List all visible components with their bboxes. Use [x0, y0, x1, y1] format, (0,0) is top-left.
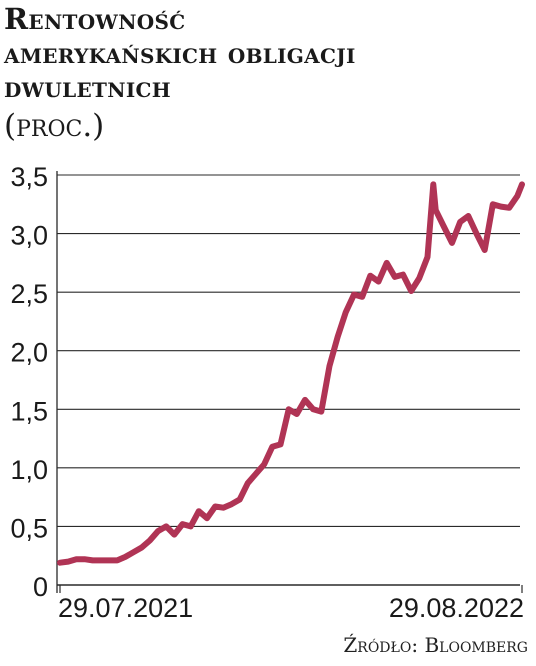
data-point	[408, 288, 414, 294]
data-point	[220, 505, 226, 511]
data-point	[416, 275, 422, 281]
data-point	[147, 537, 153, 544]
data-point	[384, 260, 390, 266]
data-point	[130, 549, 137, 555]
y-tick-label: 1,5	[10, 396, 48, 426]
source-label: Źródło: Bloomberg	[343, 633, 528, 657]
data-point	[449, 240, 455, 246]
title-line-3: dwuletnich	[4, 70, 171, 104]
data-point	[490, 201, 496, 207]
data-point	[73, 556, 79, 562]
data-point	[465, 213, 471, 219]
y-tick-label: 2,5	[10, 279, 48, 309]
data-point	[139, 544, 145, 551]
data-point	[171, 532, 177, 538]
data-point	[204, 515, 210, 521]
data-point	[359, 294, 365, 300]
data-point	[114, 557, 120, 564]
data-point	[98, 557, 104, 564]
data-point	[228, 501, 235, 507]
data-point	[326, 363, 333, 369]
title-line-2: amerykańskich obligacji	[4, 36, 356, 70]
data-point	[106, 557, 112, 564]
data-point	[482, 247, 488, 253]
data-point	[57, 560, 63, 566]
y-tick-label: 0,5	[10, 513, 48, 543]
data-point	[424, 254, 431, 260]
data-point	[519, 181, 525, 187]
data-point	[245, 480, 251, 486]
data-point	[294, 411, 300, 417]
data-point	[286, 406, 292, 412]
data-point	[343, 309, 349, 315]
data-point	[367, 273, 373, 279]
chart-title: Rentowność amerykańskich obligacji dwule…	[4, 2, 532, 104]
data-point	[212, 503, 218, 510]
data-point	[400, 272, 406, 278]
y-tick-label: 3,5	[10, 162, 48, 192]
y-tick-label: 0	[33, 572, 48, 602]
data-point	[318, 409, 324, 415]
data-point	[457, 219, 463, 225]
data-point	[155, 528, 161, 534]
data-point	[430, 181, 436, 187]
data-point	[163, 523, 169, 530]
data-point	[310, 406, 316, 412]
data-point	[65, 559, 71, 565]
y-tick-label: 2,0	[10, 338, 48, 368]
data-point	[269, 444, 275, 450]
data-point	[196, 508, 202, 514]
data-point	[302, 397, 308, 403]
data-point	[188, 523, 194, 530]
y-tick-label: 1,0	[10, 455, 48, 485]
data-point	[253, 471, 259, 477]
x-tick-label: 29.08.2022	[389, 593, 524, 623]
data-point	[335, 334, 341, 340]
data-point	[351, 291, 357, 298]
data-point	[473, 231, 480, 237]
data-point	[237, 496, 243, 503]
data-point	[506, 205, 512, 211]
title-line-1: Rentowność	[4, 2, 186, 36]
data-point	[179, 521, 186, 527]
data-point	[261, 461, 267, 467]
data-point	[375, 279, 382, 285]
y-tick-label: 3,0	[10, 221, 48, 251]
data-point	[90, 557, 96, 564]
data-point	[441, 223, 447, 230]
x-tick-label: 29.07.2021	[58, 593, 193, 623]
data-point	[433, 207, 439, 213]
data-point	[392, 274, 398, 280]
data-point	[514, 193, 520, 199]
data-point	[498, 204, 504, 210]
unit-label: (proc.)	[4, 108, 105, 144]
data-point	[81, 556, 88, 562]
data-point	[277, 441, 284, 447]
data-point	[122, 554, 128, 560]
